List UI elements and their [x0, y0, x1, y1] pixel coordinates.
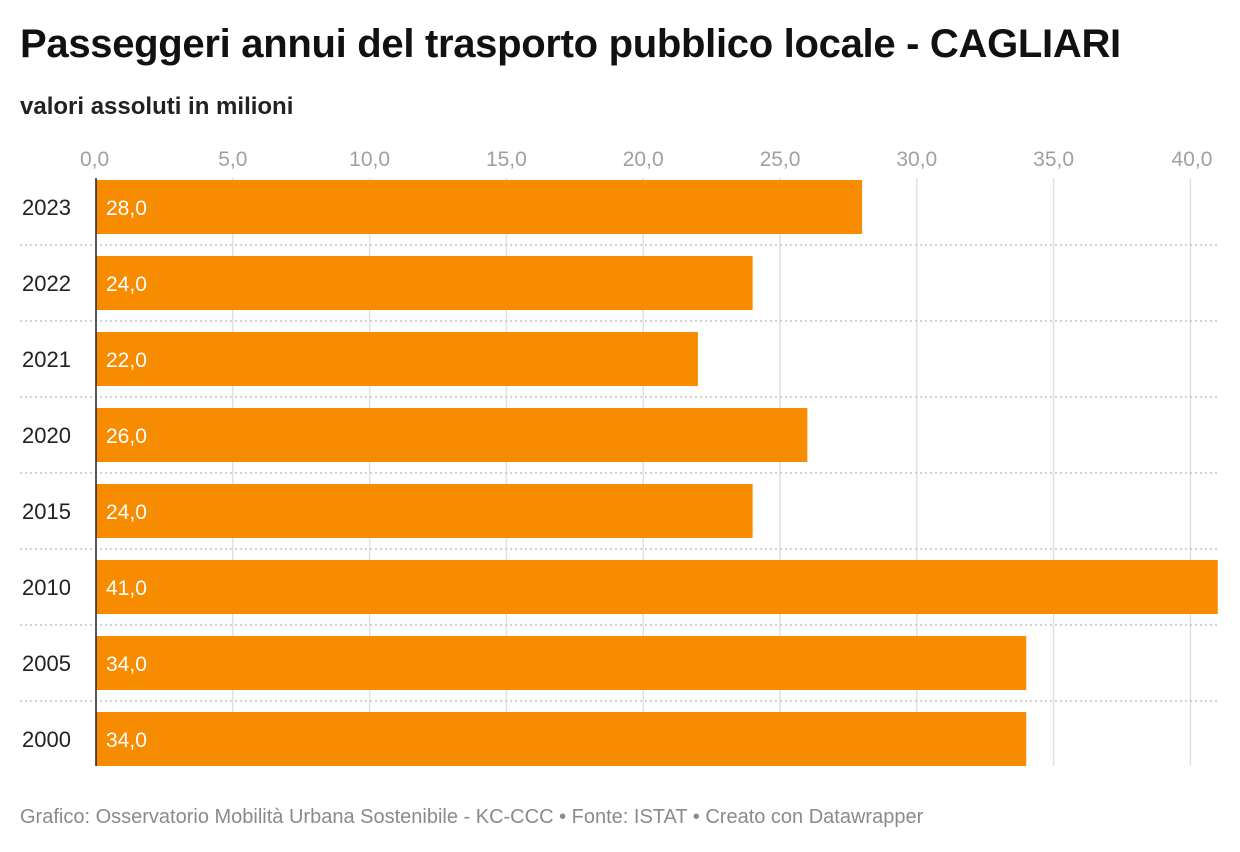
x-tick-label: 25,0	[760, 148, 801, 171]
value-label: 28,0	[106, 197, 147, 220]
bars	[96, 180, 1218, 766]
x-tick-label: 0,0	[80, 148, 109, 171]
category-label: 2000	[22, 727, 71, 752]
value-label: 26,0	[106, 425, 147, 448]
bar-2005	[96, 636, 1027, 690]
category-label: 2022	[22, 271, 71, 296]
category-label: 2005	[22, 651, 71, 676]
bar-2010	[96, 560, 1218, 614]
value-label: 41,0	[106, 577, 147, 600]
bar-2020	[96, 408, 808, 462]
category-label: 2020	[22, 423, 71, 448]
bar-2000	[96, 712, 1027, 766]
x-tick-label: 5,0	[218, 148, 247, 171]
category-labels: 2023 2022 2021 2020 2015 2010 2005 2000	[22, 195, 71, 752]
footer-credits: Grafico: Osservatorio Mobilità Urbana So…	[20, 806, 924, 828]
value-label: 24,0	[106, 273, 147, 296]
value-label: 24,0	[106, 501, 147, 524]
value-label: 22,0	[106, 349, 147, 372]
x-tick-label: 30,0	[896, 148, 937, 171]
x-tick-label: 10,0	[349, 148, 390, 171]
row-separators	[20, 244, 1218, 702]
category-label: 2021	[22, 347, 71, 372]
category-label: 2010	[22, 575, 71, 600]
x-tick-label: 20,0	[623, 148, 664, 171]
category-label: 2015	[22, 499, 71, 524]
value-label: 34,0	[106, 653, 147, 676]
bar-2015	[96, 484, 753, 538]
x-tick-label: 15,0	[486, 148, 527, 171]
bar-2021	[96, 332, 698, 386]
bar-2022	[96, 256, 753, 310]
x-tick-label: 35,0	[1033, 148, 1074, 171]
value-labels: 28,0 24,0 22,0 26,0 24,0 41,0 34,0 34,0	[106, 197, 147, 752]
bar-2023	[96, 180, 863, 234]
value-label: 34,0	[106, 729, 147, 752]
category-label: 2023	[22, 195, 71, 220]
x-axis-ticks: 0,0 5,0 10,0 15,0 20,0 25,0 30,0 35,0 40,0	[80, 148, 1212, 171]
chart-subtitle: valori assoluti in milioni	[20, 93, 294, 120]
x-tick-label: 40,0	[1172, 148, 1213, 171]
chart-title: Passeggeri annui del trasporto pubblico …	[20, 22, 1121, 66]
